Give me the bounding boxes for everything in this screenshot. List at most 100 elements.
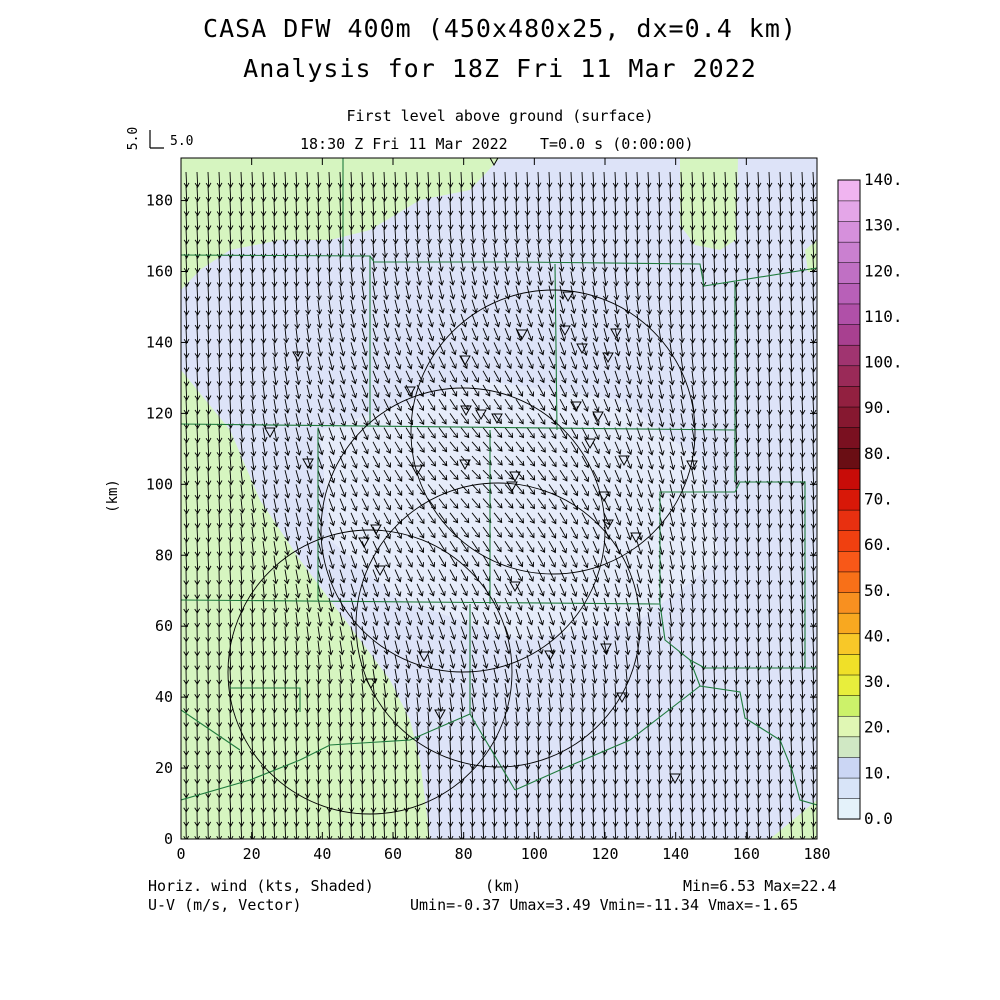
wind-vector: [515, 285, 522, 300]
wind-vector: [733, 640, 740, 657]
wind-vector: [537, 455, 546, 467]
wind-vector: [504, 569, 512, 582]
wind-vector: [679, 370, 686, 386]
wind-vector: [449, 356, 457, 370]
wind-vector: [647, 569, 654, 584]
wind-vector: [194, 384, 201, 401]
wind-vector: [405, 328, 412, 342]
wind-vector: [755, 583, 762, 600]
wind-vector: [425, 782, 432, 799]
wind-vector: [656, 214, 663, 231]
wind-vector: [581, 299, 588, 315]
wind-vector: [689, 242, 696, 259]
wind-vector: [382, 271, 389, 287]
wind-vector: [482, 640, 489, 655]
wind-vector: [766, 626, 773, 643]
wind-vector: [537, 512, 546, 525]
wind-vector: [328, 612, 334, 627]
wind-vector: [282, 796, 289, 813]
colorbar-swatch: [837, 303, 861, 325]
wind-vector: [293, 711, 300, 728]
wind-vector: [722, 654, 729, 671]
wind-vector: [722, 413, 729, 429]
wind-vector: [766, 370, 773, 387]
reference-vector-icon: [149, 130, 164, 149]
wind-vector: [471, 328, 479, 342]
wind-vector: [668, 626, 674, 642]
wind-vector: [799, 683, 806, 700]
wind-vector: [304, 697, 311, 713]
wind-vector: [183, 413, 190, 430]
wind-vector: [810, 739, 817, 756]
wind-vector: [744, 555, 751, 571]
wind-vector: [515, 484, 525, 495]
wind-vector: [579, 768, 586, 785]
colorbar-label: 80.: [864, 444, 893, 463]
wind-vector: [559, 626, 566, 641]
wind-vector: [788, 697, 795, 714]
wind-vector: [504, 342, 512, 356]
wind-vector: [480, 200, 487, 216]
wind-vector: [612, 257, 619, 273]
wind-vector: [282, 739, 289, 756]
wind-vector: [744, 370, 751, 387]
wind-vector: [634, 186, 641, 203]
wind-vector: [700, 683, 707, 699]
wind-vector: [405, 271, 411, 286]
wind-vector: [359, 186, 366, 202]
wind-vector: [272, 342, 278, 358]
wind-vector: [733, 739, 740, 756]
wind-vector: [601, 697, 608, 713]
wind-vector: [647, 413, 654, 428]
wind-vector: [799, 597, 806, 614]
y-tick-label: 100: [146, 475, 173, 493]
wind-vector: [515, 455, 525, 467]
wind-vector: [260, 271, 267, 287]
wind-vector: [548, 484, 557, 496]
wind-vector: [471, 469, 482, 480]
wind-vector: [238, 555, 245, 571]
wind-vector: [711, 711, 718, 728]
wind-vector: [372, 484, 380, 497]
wind-vector: [480, 739, 487, 756]
wind-vector: [568, 768, 575, 785]
wind-vector: [603, 597, 610, 612]
wind-vector: [744, 257, 751, 274]
wind-vector: [183, 228, 190, 245]
wind-vector: [810, 200, 817, 217]
wind-vector: [701, 370, 707, 386]
wind-vector: [667, 825, 674, 839]
wind-vector: [634, 711, 641, 728]
wind-vector: [305, 612, 312, 627]
wind-vector: [437, 683, 444, 698]
wind-vector: [283, 583, 290, 599]
wind-vector: [205, 328, 212, 344]
wind-vector: [315, 200, 322, 217]
wind-vector: [383, 612, 390, 627]
wind-vector: [416, 328, 424, 342]
wind-vector: [480, 796, 487, 813]
wind-vector: [305, 640, 311, 656]
wind-vector: [381, 228, 388, 245]
wind-vector: [493, 299, 500, 314]
wind-vector: [766, 668, 773, 685]
wind-vector: [306, 399, 313, 414]
wind-vector: [304, 171, 311, 188]
wind-vector: [425, 214, 432, 230]
colorbar-frame: [837, 179, 861, 820]
colorbar-swatch: [837, 550, 861, 573]
wind-vector: [568, 186, 575, 202]
wind-vector: [260, 711, 267, 728]
wind-vector: [788, 640, 795, 657]
wind-vector: [283, 569, 290, 585]
wind-vector: [405, 569, 413, 583]
wind-vector: [700, 328, 707, 344]
wind-vector: [227, 512, 234, 528]
wind-vector: [328, 441, 336, 456]
wind-vector: [515, 271, 522, 286]
wind-vector: [249, 626, 256, 642]
wind-vector: [647, 342, 653, 357]
wind-vector: [427, 427, 436, 439]
wind-vector: [592, 455, 600, 469]
wind-vector: [526, 626, 533, 641]
